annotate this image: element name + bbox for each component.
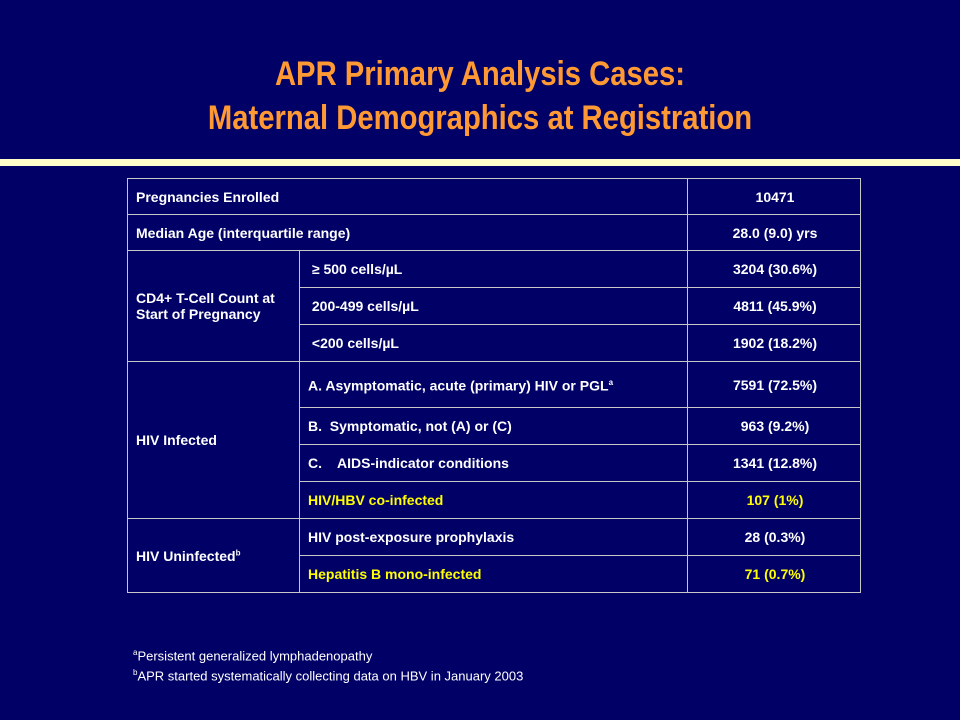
footnote-marker: a <box>608 378 614 388</box>
hiv-infected-row-label: B. Symptomatic, not (A) or (C) <box>299 407 688 445</box>
title-divider <box>0 159 960 166</box>
footnote-marker: a <box>133 648 138 657</box>
hiv-infected-row-value: 963 (9.2%) <box>687 407 861 445</box>
footnote: bAPR started systematically collecting d… <box>133 664 523 684</box>
title-line-1: APR Primary Analysis Cases: <box>274 55 686 93</box>
table-row: Hepatitis B mono-infected 71 (0.7%) <box>128 555 861 593</box>
footnote-text: Persistent generalized lymphadenopathy <box>137 648 373 664</box>
table-row: B. Symptomatic, not (A) or (C) 963 (9.2%… <box>128 407 861 445</box>
cd4-row-label: <200 cells/µL <box>299 324 688 362</box>
cd4-row-value: 3204 (30.6%) <box>687 250 861 288</box>
table-row: C. AIDS-indicator conditions 1341 (12.8%… <box>128 444 861 482</box>
cd4-row-label: 200-499 cells/µL <box>299 287 688 325</box>
footnotes: aPersistent generalized lymphadenopathy … <box>133 644 523 685</box>
footnote-marker: b <box>235 547 241 557</box>
hiv-uninfected-row-label: HIV post-exposure prophylaxis <box>299 518 688 556</box>
table-row: HIV/HBV co-infected 107 (1%) <box>128 481 861 519</box>
table-row: <200 cells/µL 1902 (18.2%) <box>128 324 861 362</box>
demographics-table: Pregnancies Enrolled 10471 Median Age (i… <box>127 178 861 593</box>
footnote: aPersistent generalized lymphadenopathy <box>133 644 523 664</box>
hepatitis-b-value: 71 (0.7%) <box>687 555 861 593</box>
hiv-infected-row-text: A. Asymptomatic, acute (primary) HIV or … <box>308 377 609 394</box>
footnote-text: APR started systematically collecting da… <box>137 668 524 684</box>
cd4-row-label: ≥ 500 cells/µL <box>299 250 688 288</box>
hiv-uninfected-row-value: 28 (0.3%) <box>687 518 861 556</box>
hiv-hbv-coinfected-label: HIV/HBV co-infected <box>299 481 688 519</box>
table-row: 200-499 cells/µL 4811 (45.9%) <box>128 287 861 325</box>
table-row: Pregnancies Enrolled 10471 <box>127 178 861 215</box>
table-row: HIV Infected A. Asymptomatic, acute (pri… <box>127 361 861 519</box>
table-row: CD4+ T-Cell Count at Start of Pregnancy … <box>127 250 861 362</box>
hiv-infected-label: HIV Infected <box>127 361 300 519</box>
pregnancies-value: 10471 <box>687 178 861 215</box>
hiv-infected-row-label: C. AIDS-indicator conditions <box>299 444 688 482</box>
footnote-marker: b <box>133 668 138 678</box>
cd4-row-value: 1902 (18.2%) <box>687 324 861 362</box>
hiv-infected-row-label: A. Asymptomatic, acute (primary) HIV or … <box>299 361 688 408</box>
cd4-label: CD4+ T-Cell Count at Start of Pregnancy <box>127 250 300 362</box>
pregnancies-label: Pregnancies Enrolled <box>127 178 688 215</box>
hiv-uninfected-text: HIV Uninfected <box>136 547 236 564</box>
title-line-2: Maternal Demographics at Registration <box>207 99 753 137</box>
table-row: HIV Uninfectedb HIV post-exposure prophy… <box>127 518 861 593</box>
hiv-infected-row-value: 1341 (12.8%) <box>687 444 861 482</box>
slide-title: APR Primary Analysis Cases: Maternal Dem… <box>67 52 893 140</box>
table-row: Median Age (interquartile range) 28.0 (9… <box>127 214 861 251</box>
median-age-value: 28.0 (9.0) yrs <box>687 214 861 251</box>
hiv-infected-row-value: 7591 (72.5%) <box>687 361 861 408</box>
median-age-label: Median Age (interquartile range) <box>127 214 688 251</box>
cd4-row-value: 4811 (45.9%) <box>687 287 861 325</box>
hiv-hbv-coinfected-value: 107 (1%) <box>687 481 861 519</box>
hepatitis-b-label: Hepatitis B mono-infected <box>299 555 688 593</box>
hiv-uninfected-label: HIV Uninfectedb <box>127 518 300 593</box>
